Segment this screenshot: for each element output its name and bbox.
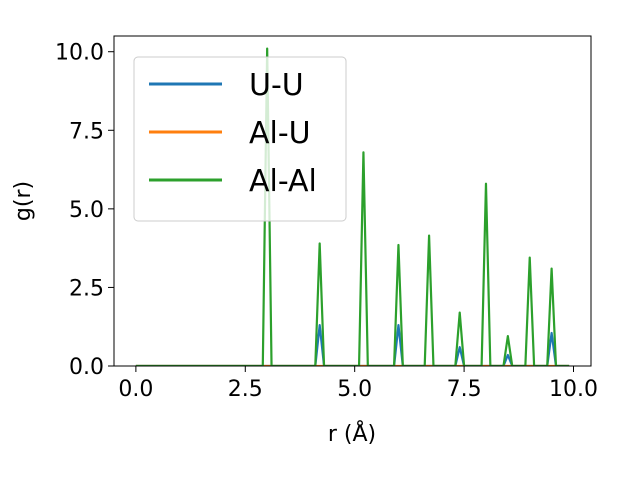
x-axis-label: r (Å) xyxy=(328,420,376,447)
series-line-al-al xyxy=(135,47,570,366)
x-tick-label: 5.0 xyxy=(337,377,372,402)
y-tick-label: 2.5 xyxy=(69,276,104,301)
legend: U-U Al-U Al-Al xyxy=(133,56,347,222)
x-tick-label: 10.0 xyxy=(549,377,598,402)
y-axis: 0.0 2.5 5.0 7.5 10.0 xyxy=(55,41,114,380)
plot-frame xyxy=(113,35,592,367)
x-tick-label: 0.0 xyxy=(118,377,153,402)
y-axis-label: g(r) xyxy=(11,181,36,221)
legend-label: Al-Al xyxy=(249,164,317,199)
x-tick-label: 2.5 xyxy=(228,377,263,402)
y-tick-label: 7.5 xyxy=(69,119,104,144)
y-tick-label: 5.0 xyxy=(69,198,104,223)
y-tick-label: 0.0 xyxy=(69,355,104,380)
legend-label: Al-U xyxy=(249,116,311,151)
legend-label: U-U xyxy=(249,68,304,103)
x-tick-label: 7.5 xyxy=(447,377,482,402)
x-axis: 0.0 2.5 5.0 7.5 10.0 xyxy=(118,366,598,402)
y-tick-label: 10.0 xyxy=(55,41,104,66)
series-layer xyxy=(135,47,570,366)
